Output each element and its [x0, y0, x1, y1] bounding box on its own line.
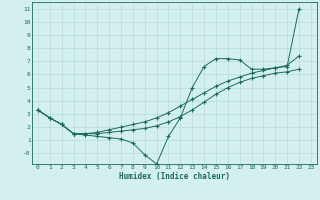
X-axis label: Humidex (Indice chaleur): Humidex (Indice chaleur)	[119, 172, 230, 181]
